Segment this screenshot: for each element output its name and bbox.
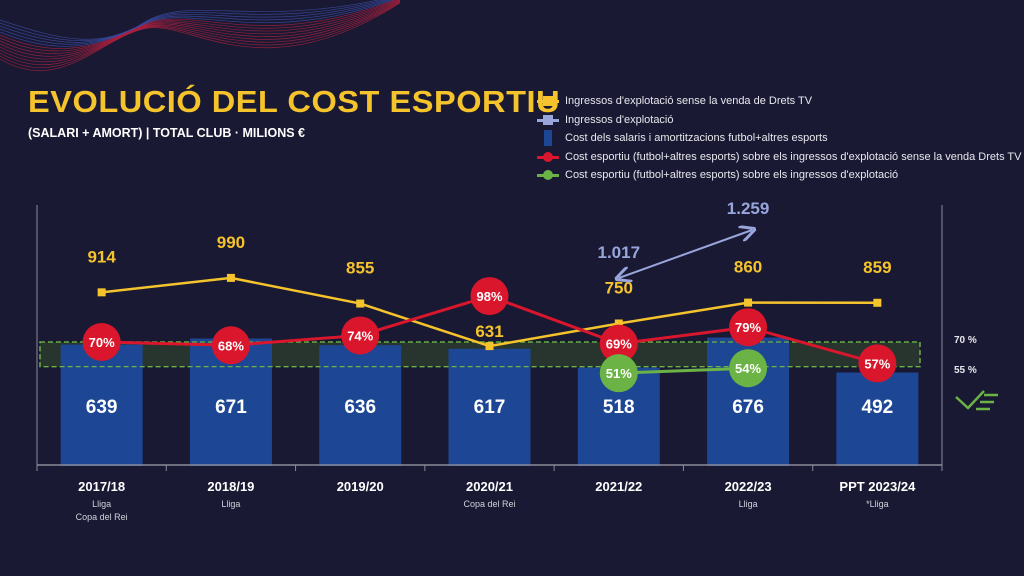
yellow-value-label: 855 bbox=[346, 259, 374, 278]
green-pct-point bbox=[729, 349, 768, 388]
red-pct-point bbox=[729, 308, 768, 347]
wave-line bbox=[0, 0, 401, 60]
wave-line bbox=[0, 0, 391, 45]
legend-item: Ingressos d'explotació sense la venda de… bbox=[537, 92, 1021, 111]
yellow-point bbox=[614, 319, 623, 328]
red-pct-label: 69% bbox=[606, 337, 632, 352]
x-category-note: Copa del Rei bbox=[463, 499, 515, 509]
green-pct-line bbox=[618, 366, 749, 375]
wave-line bbox=[0, 0, 401, 57]
legend-swatch-green-line bbox=[537, 169, 559, 181]
wave-line bbox=[0, 0, 401, 63]
legend-label: Cost dels salaris i amortitzacions futbo… bbox=[565, 132, 828, 145]
x-category-note: Lliga bbox=[221, 499, 240, 509]
bar-value-label: 636 bbox=[344, 397, 376, 418]
bar-value-label: 639 bbox=[86, 397, 118, 418]
green-pct-label: 51% bbox=[606, 366, 632, 381]
yellow-value-label: 859 bbox=[863, 258, 891, 277]
bar-value-label: 492 bbox=[862, 397, 894, 418]
bar-value-label: 617 bbox=[474, 397, 506, 418]
x-tick-label: 2020/21 bbox=[466, 479, 513, 494]
legend-item: Ingressos d'explotació bbox=[537, 111, 1021, 130]
x-tick-label: 2021/22 bbox=[595, 479, 642, 494]
legend-label: Cost esportiu (futbol+altres esports) so… bbox=[565, 169, 899, 182]
x-tick-label: 2019/20 bbox=[337, 479, 384, 494]
yellow-point bbox=[744, 298, 753, 307]
red-pct-label: 98% bbox=[476, 289, 502, 304]
red-pct-point bbox=[858, 344, 897, 383]
legend-item: Cost esportiu (futbol+altres esports) so… bbox=[537, 166, 1021, 185]
red-pct-point bbox=[470, 277, 509, 316]
wave-line bbox=[0, 0, 380, 40]
legend-swatch-lightblue-line bbox=[537, 114, 559, 126]
wave-line bbox=[0, 0, 400, 54]
band-low-label: 55 % bbox=[954, 365, 977, 376]
red-pct-label: 74% bbox=[347, 328, 373, 343]
checkmark-icon bbox=[955, 390, 998, 411]
band-high-label: 70 % bbox=[954, 335, 977, 346]
income-value-label: 1.017 bbox=[598, 243, 641, 262]
bar bbox=[319, 345, 402, 466]
red-pct-label: 70% bbox=[89, 335, 115, 350]
yellow-value-label: 860 bbox=[734, 258, 762, 277]
yellow-point bbox=[226, 273, 235, 282]
legend: Ingressos d'explotació sense la venda de… bbox=[537, 92, 1021, 185]
red-pct-point bbox=[599, 324, 638, 363]
green-pct-label: 54% bbox=[735, 361, 761, 376]
x-category-note: Copa del Rei bbox=[76, 512, 128, 522]
red-pct-point bbox=[341, 316, 380, 355]
x-tick-label: 2022/23 bbox=[725, 479, 772, 494]
wave-line bbox=[0, 2, 401, 71]
legend-swatch-bar bbox=[537, 130, 559, 147]
bar bbox=[60, 344, 143, 466]
x-category-note: Lliga bbox=[92, 499, 111, 509]
bar-value-label: 518 bbox=[603, 397, 635, 418]
yellow-value-label: 990 bbox=[217, 233, 245, 252]
red-pct-label: 68% bbox=[218, 338, 244, 353]
bar bbox=[448, 348, 531, 466]
bar-value-label: 676 bbox=[732, 397, 764, 418]
income-arrow bbox=[619, 230, 752, 278]
yellow-point bbox=[873, 298, 882, 307]
wave-line bbox=[0, 0, 394, 47]
legend-label: Cost esportiu (futbol+altres esports) so… bbox=[565, 150, 1022, 163]
red-pct-label: 57% bbox=[864, 356, 890, 371]
yellow-point bbox=[97, 288, 106, 297]
yellow-point bbox=[356, 299, 365, 308]
x-tick-label: 2017/18 bbox=[78, 479, 125, 494]
wave-line bbox=[0, 0, 388, 43]
wave-line bbox=[0, 0, 396, 49]
bar-value-label: 671 bbox=[215, 397, 247, 418]
legend-item: Cost dels salaris i amortitzacions futbo… bbox=[537, 129, 1021, 148]
red-pct-point bbox=[211, 326, 250, 365]
green-pct-point bbox=[599, 354, 638, 393]
x-tick-label: 2018/19 bbox=[207, 479, 254, 494]
wave-line bbox=[0, 1, 401, 68]
wave-line bbox=[0, 0, 385, 42]
legend-label: Ingressos d'explotació sense la venda de… bbox=[565, 95, 813, 108]
red-pct-label: 79% bbox=[735, 320, 761, 335]
yellow-value-label: 914 bbox=[87, 247, 116, 266]
x-tick-label: PPT 2023/24 bbox=[839, 479, 916, 494]
x-category-note: Lliga bbox=[739, 499, 758, 509]
yellow-value-label: 631 bbox=[475, 322, 503, 341]
yellow-point bbox=[485, 342, 494, 351]
page-subtitle: (SALARI + AMORT) | TOTAL CLUB · MILIONS … bbox=[28, 126, 305, 140]
red-pct-point bbox=[82, 323, 121, 361]
yellow-value-label: 750 bbox=[605, 279, 633, 298]
x-category-note: *Lliga bbox=[866, 499, 889, 509]
wave-line bbox=[0, 1, 401, 66]
legend-swatch-red-line bbox=[537, 151, 559, 163]
legend-swatch-yellow-line bbox=[537, 95, 559, 107]
income-value-label: 1.259 bbox=[727, 199, 770, 218]
wave-line bbox=[0, 0, 398, 52]
legend-item: Cost esportiu (futbol+altres esports) so… bbox=[537, 148, 1021, 167]
page-title: EVOLUCIÓ DEL COST ESPORTIU bbox=[28, 84, 561, 119]
legend-label: Ingressos d'explotació bbox=[565, 113, 674, 126]
decorative-waves bbox=[0, 0, 401, 71]
bar bbox=[836, 372, 919, 466]
